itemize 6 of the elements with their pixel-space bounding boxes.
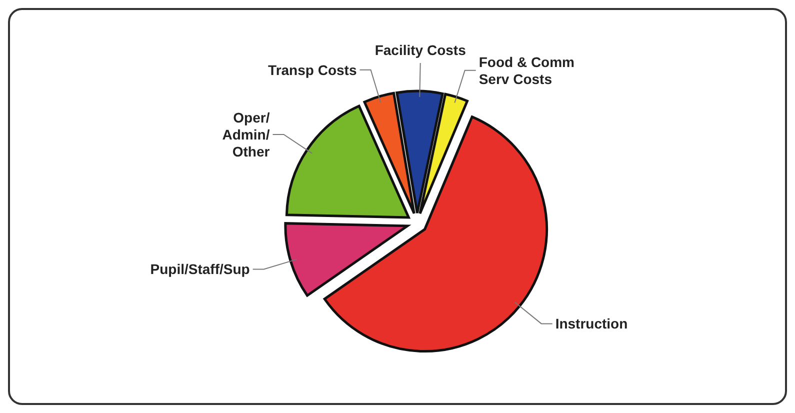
slice-label: Instruction [555,316,628,332]
slice-label: Food & Comm Serv Costs [478,54,575,87]
slice-label: Oper/ Admin/ Other [222,109,270,160]
slice-label: Transp Costs [268,62,357,78]
slice-label: Facility Costs [374,42,466,58]
slice-label: Pupil/Staff/Sup [150,261,250,278]
